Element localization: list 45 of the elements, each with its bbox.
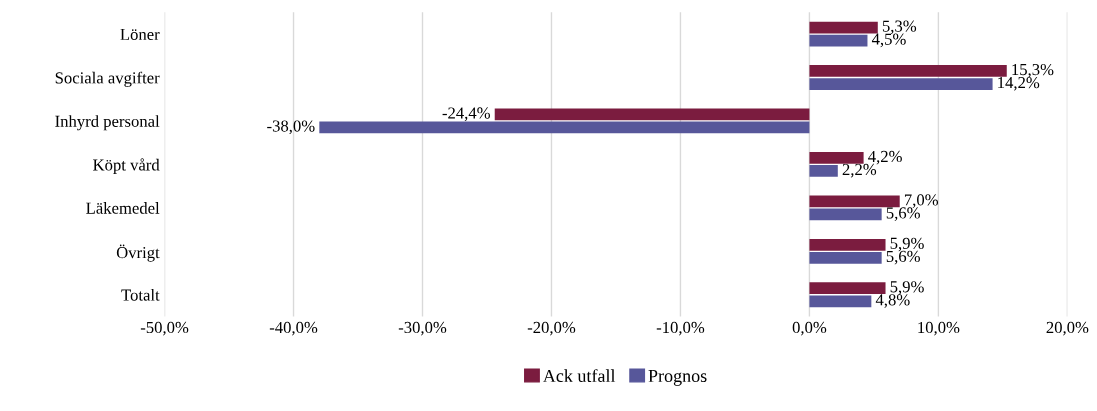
bar — [809, 295, 872, 308]
bar — [809, 34, 868, 47]
bar — [809, 152, 864, 164]
x-tick-label: -10,0% — [656, 321, 705, 336]
y-tick-label: Totalt — [121, 288, 160, 301]
data-label: 4,8% — [875, 294, 910, 308]
data-label: -38,0% — [267, 120, 315, 135]
data-label: 5,9% — [890, 281, 924, 295]
data-label: 7,0% — [904, 194, 939, 208]
y-tick-label: Övrigt — [116, 244, 160, 262]
bar — [809, 208, 882, 221]
bar — [809, 282, 886, 295]
y-tick-label: Inhyrd personal — [55, 115, 160, 131]
bar — [809, 195, 900, 208]
x-tick-label: -30,0% — [398, 321, 447, 336]
legend-label: Prognos — [648, 370, 707, 386]
y-tick-label: Köpt vård — [93, 158, 160, 174]
x-tick-label: 0,0% — [792, 321, 827, 336]
y-tick-label: Läkemedel — [86, 202, 160, 214]
data-label: 5,6% — [886, 207, 920, 221]
bar — [494, 108, 810, 121]
bar — [809, 78, 993, 90]
bar — [809, 165, 838, 177]
bar — [809, 251, 882, 264]
data-label: 2,2% — [842, 163, 877, 178]
x-tick-label: 10,0% — [918, 321, 960, 336]
data-label: 4,2% — [868, 150, 902, 165]
data-label: 5,9% — [890, 237, 924, 252]
x-tick-label: -20,0% — [527, 321, 576, 336]
data-label: -24,4% — [442, 107, 490, 121]
data-label: 5,3% — [882, 20, 917, 35]
data-label: 5,6% — [886, 250, 920, 265]
x-tick-label: -50,0% — [140, 321, 189, 336]
bar — [319, 121, 810, 134]
data-label: 15,3% — [1012, 63, 1054, 78]
bar — [809, 21, 878, 34]
legend-label: Ack utfall — [542, 369, 616, 383]
bar — [809, 238, 886, 251]
y-tick-label: Löner — [120, 28, 160, 40]
x-tick-label: 20,0% — [1046, 321, 1089, 336]
y-tick-label: Sociala avgifter — [55, 71, 160, 87]
x-tick-label: -40,0% — [269, 321, 318, 336]
data-label: 14,2% — [998, 76, 1040, 91]
bar — [809, 65, 1007, 77]
data-label: 4,5% — [871, 33, 906, 48]
